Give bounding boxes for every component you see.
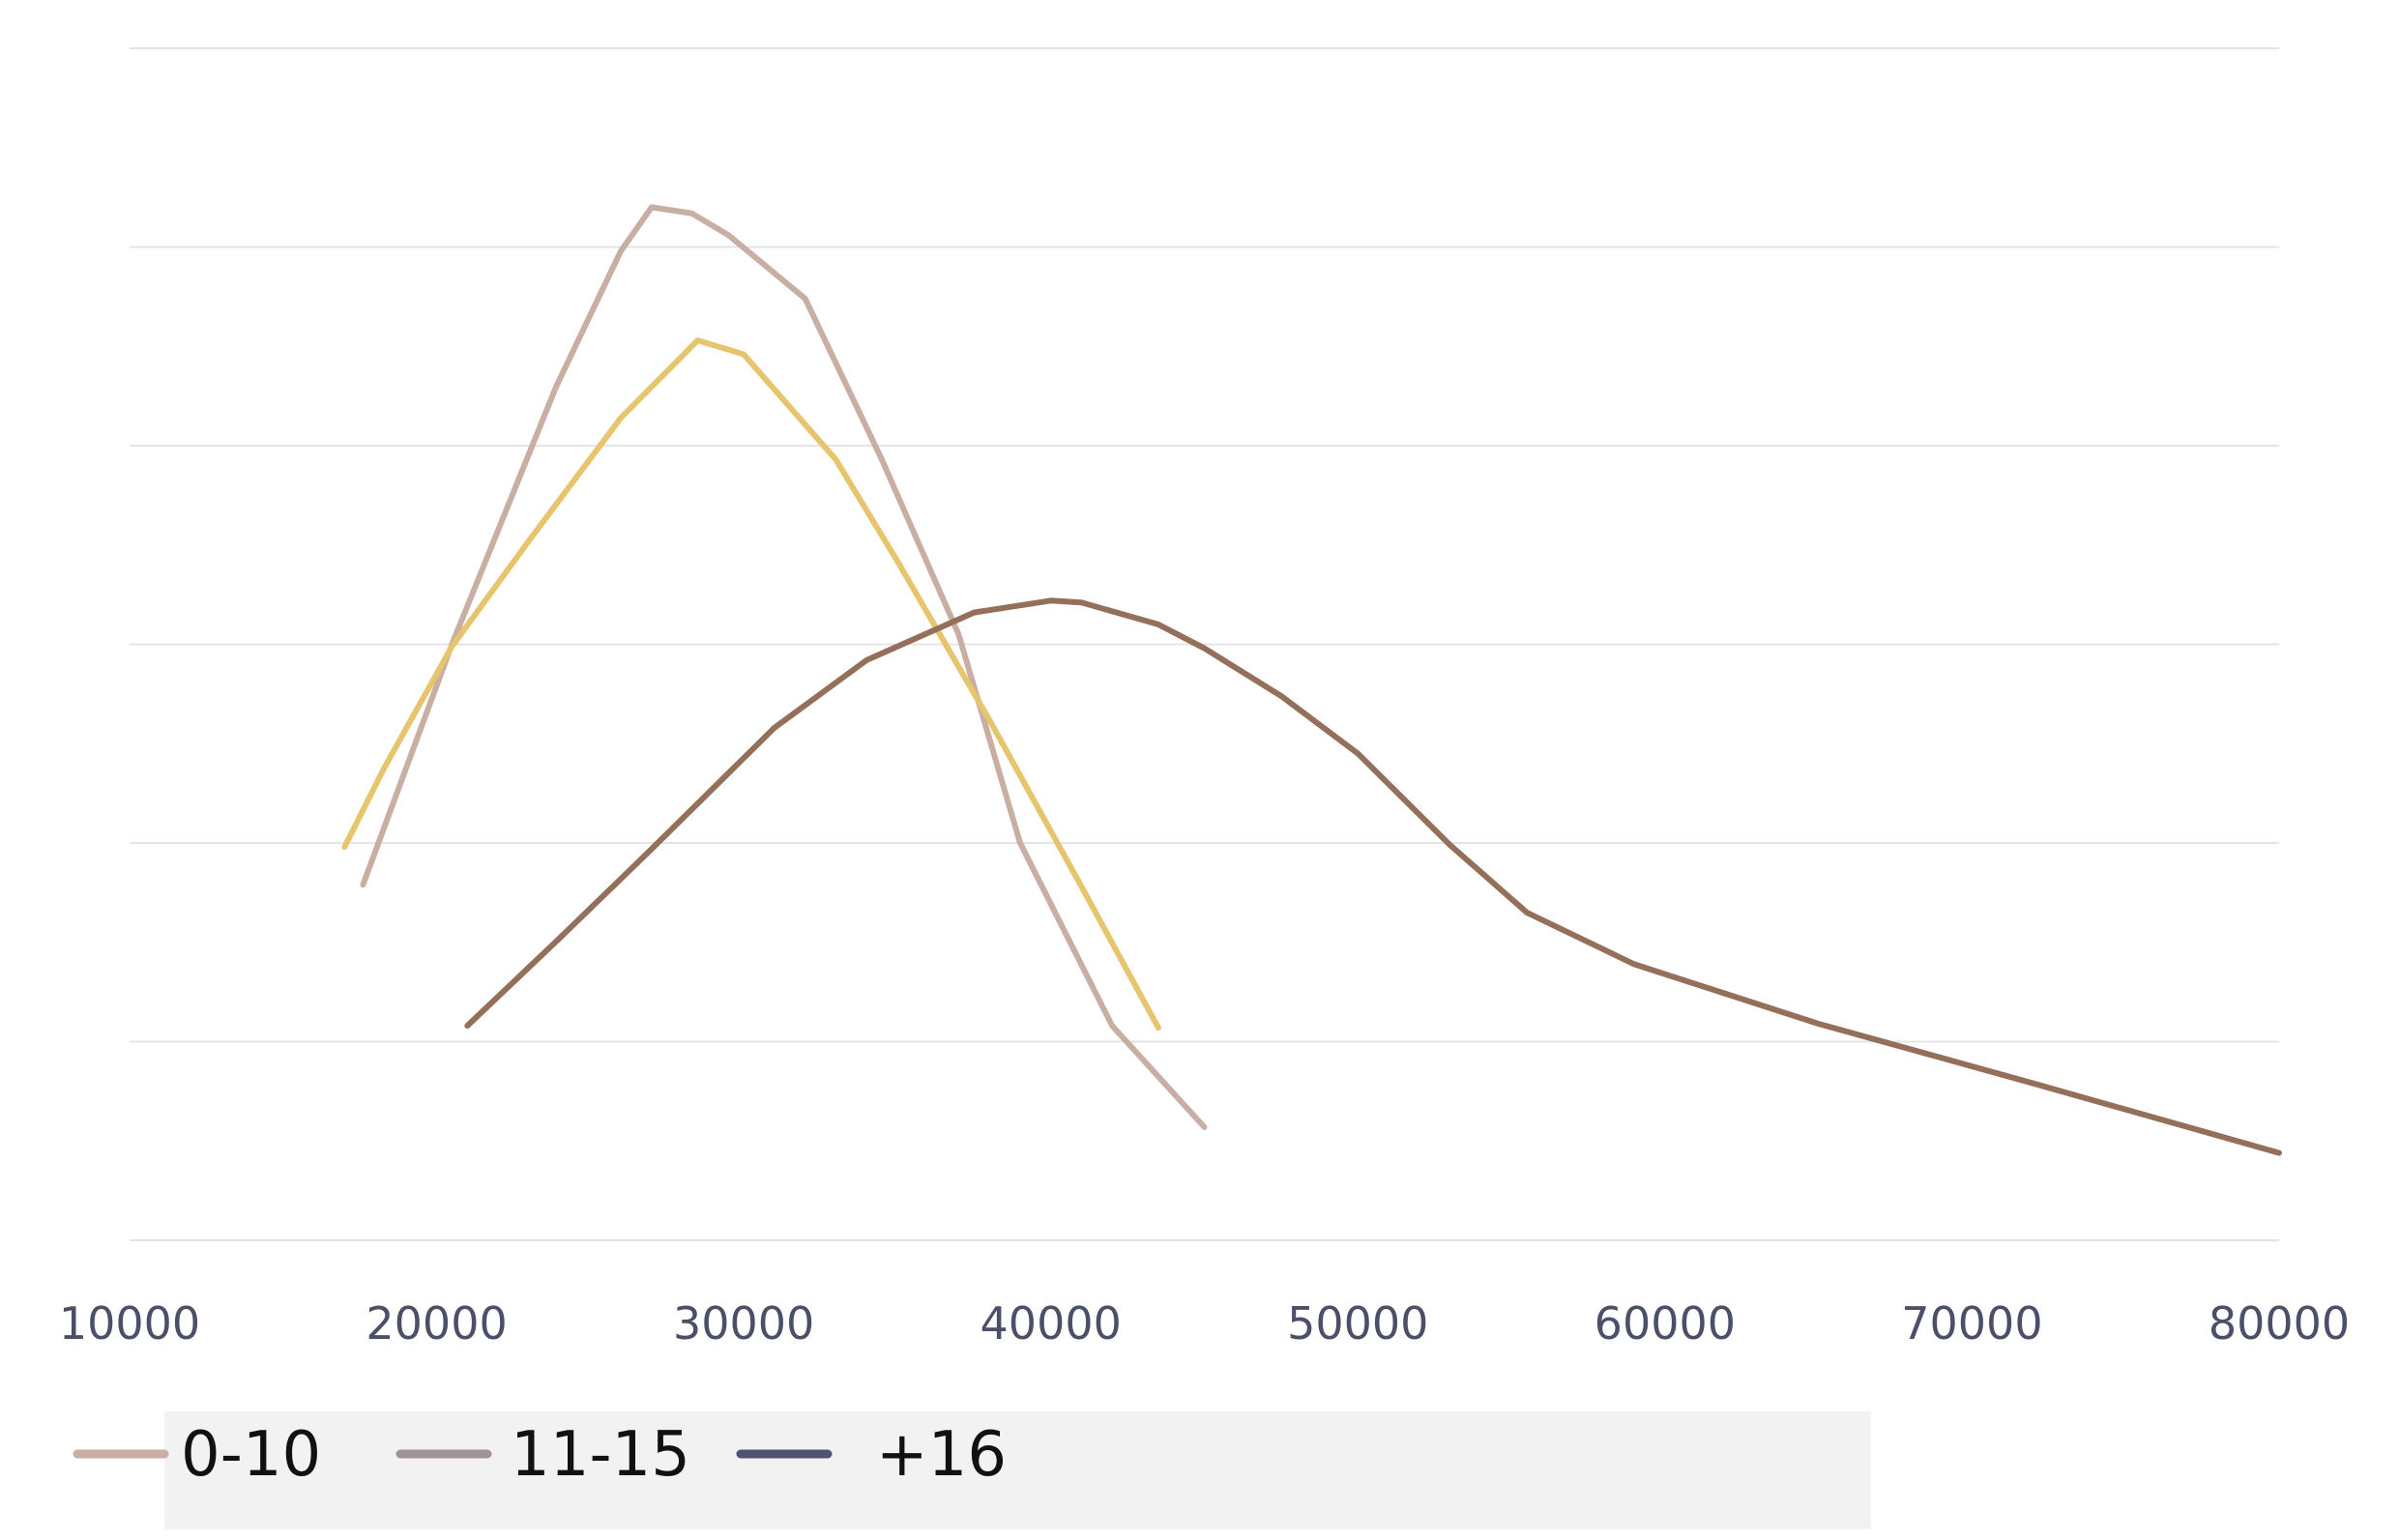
x-axis-tick-labels: 10000 20000 30000 40000 50000 60000 70000 80000: [59, 1297, 2350, 1350]
legend-label: 0-10: [181, 1419, 321, 1491]
series-lines: [341, 204, 2282, 1156]
legend-background: [164, 1411, 1871, 1529]
x-tick-label: 70000: [1901, 1297, 2042, 1350]
gridlines: [130, 47, 2279, 1241]
series-line-1: [341, 337, 1161, 1032]
series-line-0: [360, 204, 1208, 1130]
x-tick-label: 20000: [366, 1297, 507, 1350]
legend: 0-10 11-15 +16: [73, 1411, 1871, 1529]
x-tick-label: 10000: [59, 1297, 200, 1350]
x-tick-label: 80000: [2209, 1297, 2350, 1350]
x-tick-label: 40000: [980, 1297, 1122, 1350]
legend-label: 11-15: [511, 1419, 690, 1491]
legend-label: +16: [876, 1419, 1007, 1491]
x-tick-label: 50000: [1287, 1297, 1428, 1350]
x-tick-label: 60000: [1594, 1297, 1736, 1350]
series-line-2: [464, 597, 2282, 1156]
x-tick-label: 30000: [673, 1297, 814, 1350]
